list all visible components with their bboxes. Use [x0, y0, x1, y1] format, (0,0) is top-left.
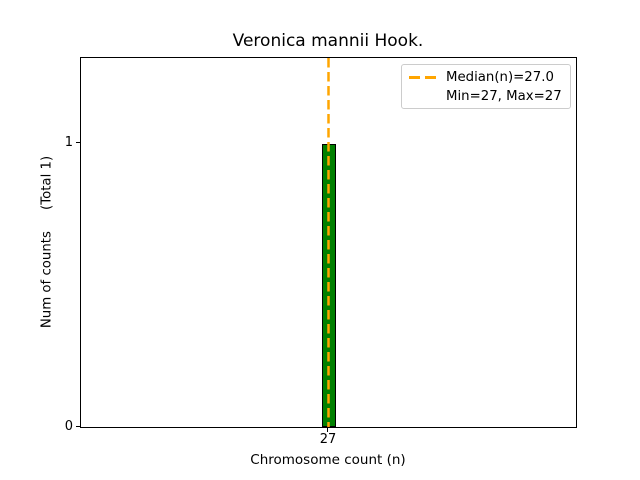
legend-row-median: Median(n)=27.0: [408, 68, 563, 87]
chart-title: Veronica mannii Hook.: [232, 31, 424, 51]
x-tick-mark-27: [327, 428, 329, 432]
x-axis-label: Chromosome count (n): [250, 452, 406, 468]
median-dashed-line: [327, 58, 330, 427]
y-tick-mark-0: [76, 426, 80, 428]
legend-row-minmax: Min=27, Max=27: [408, 87, 563, 106]
y-tick-mark-1: [76, 142, 80, 144]
y-tick-label-0: 0: [64, 419, 73, 434]
legend-box: Median(n)=27.0 Min=27, Max=27: [401, 64, 571, 109]
legend-swatch-spacer: [408, 87, 436, 106]
legend-minmax-label: Min=27, Max=27: [446, 89, 562, 104]
y-axis-label: Num of counts (Total 1): [39, 155, 55, 329]
median-dash-swatch-icon: [409, 76, 436, 79]
x-tick-label-27: 27: [319, 432, 337, 447]
legend-median-label: Median(n)=27.0: [446, 70, 554, 85]
y-tick-label-1: 1: [64, 135, 73, 150]
plot-area: Median(n)=27.0 Min=27, Max=27: [80, 57, 577, 428]
